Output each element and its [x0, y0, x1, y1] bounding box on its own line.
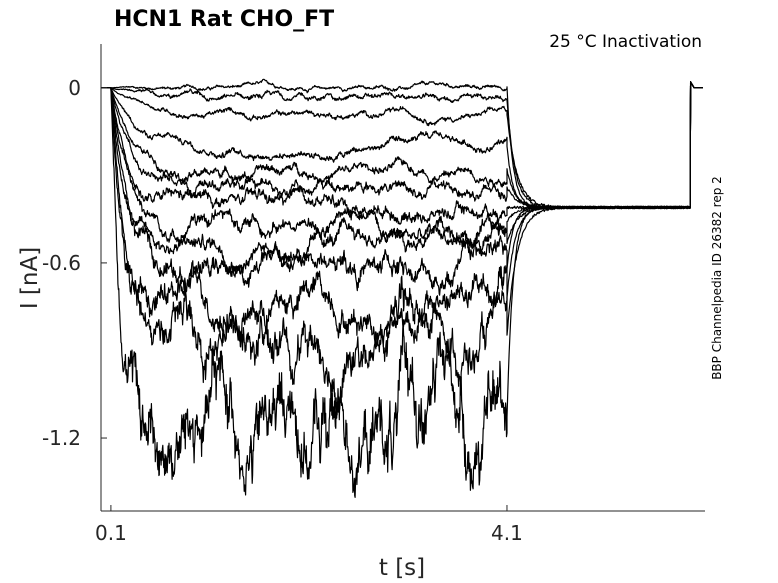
trace-line: [101, 81, 703, 225]
trace-line: [101, 81, 703, 210]
chart-subtitle: 25 °C Inactivation: [549, 32, 702, 52]
x-tick-label: 0.1: [95, 521, 127, 545]
trace-line: [101, 81, 703, 416]
plot-area: [101, 78, 703, 498]
y-tick-label: -0.6: [42, 251, 81, 275]
y-axis: 0 -0.6 -1.2: [42, 76, 107, 450]
x-tick-label: 4.1: [491, 521, 523, 545]
trace-line: [101, 81, 703, 278]
x-axis-label: t [s]: [379, 555, 425, 581]
y-tick-label: -1.2: [42, 426, 81, 450]
y-tick-label: 0: [68, 76, 81, 100]
x-axis: 0.1 4.1: [95, 505, 523, 545]
trace-line: [101, 81, 703, 348]
traces-group: [101, 78, 703, 498]
chart-title: HCN1 Rat CHO_FT: [114, 7, 334, 32]
side-note: BBP Channelpedia ID 26382 rep 2: [710, 176, 724, 380]
y-axis-label: I [nA]: [17, 247, 43, 309]
trace-line: [101, 81, 703, 498]
